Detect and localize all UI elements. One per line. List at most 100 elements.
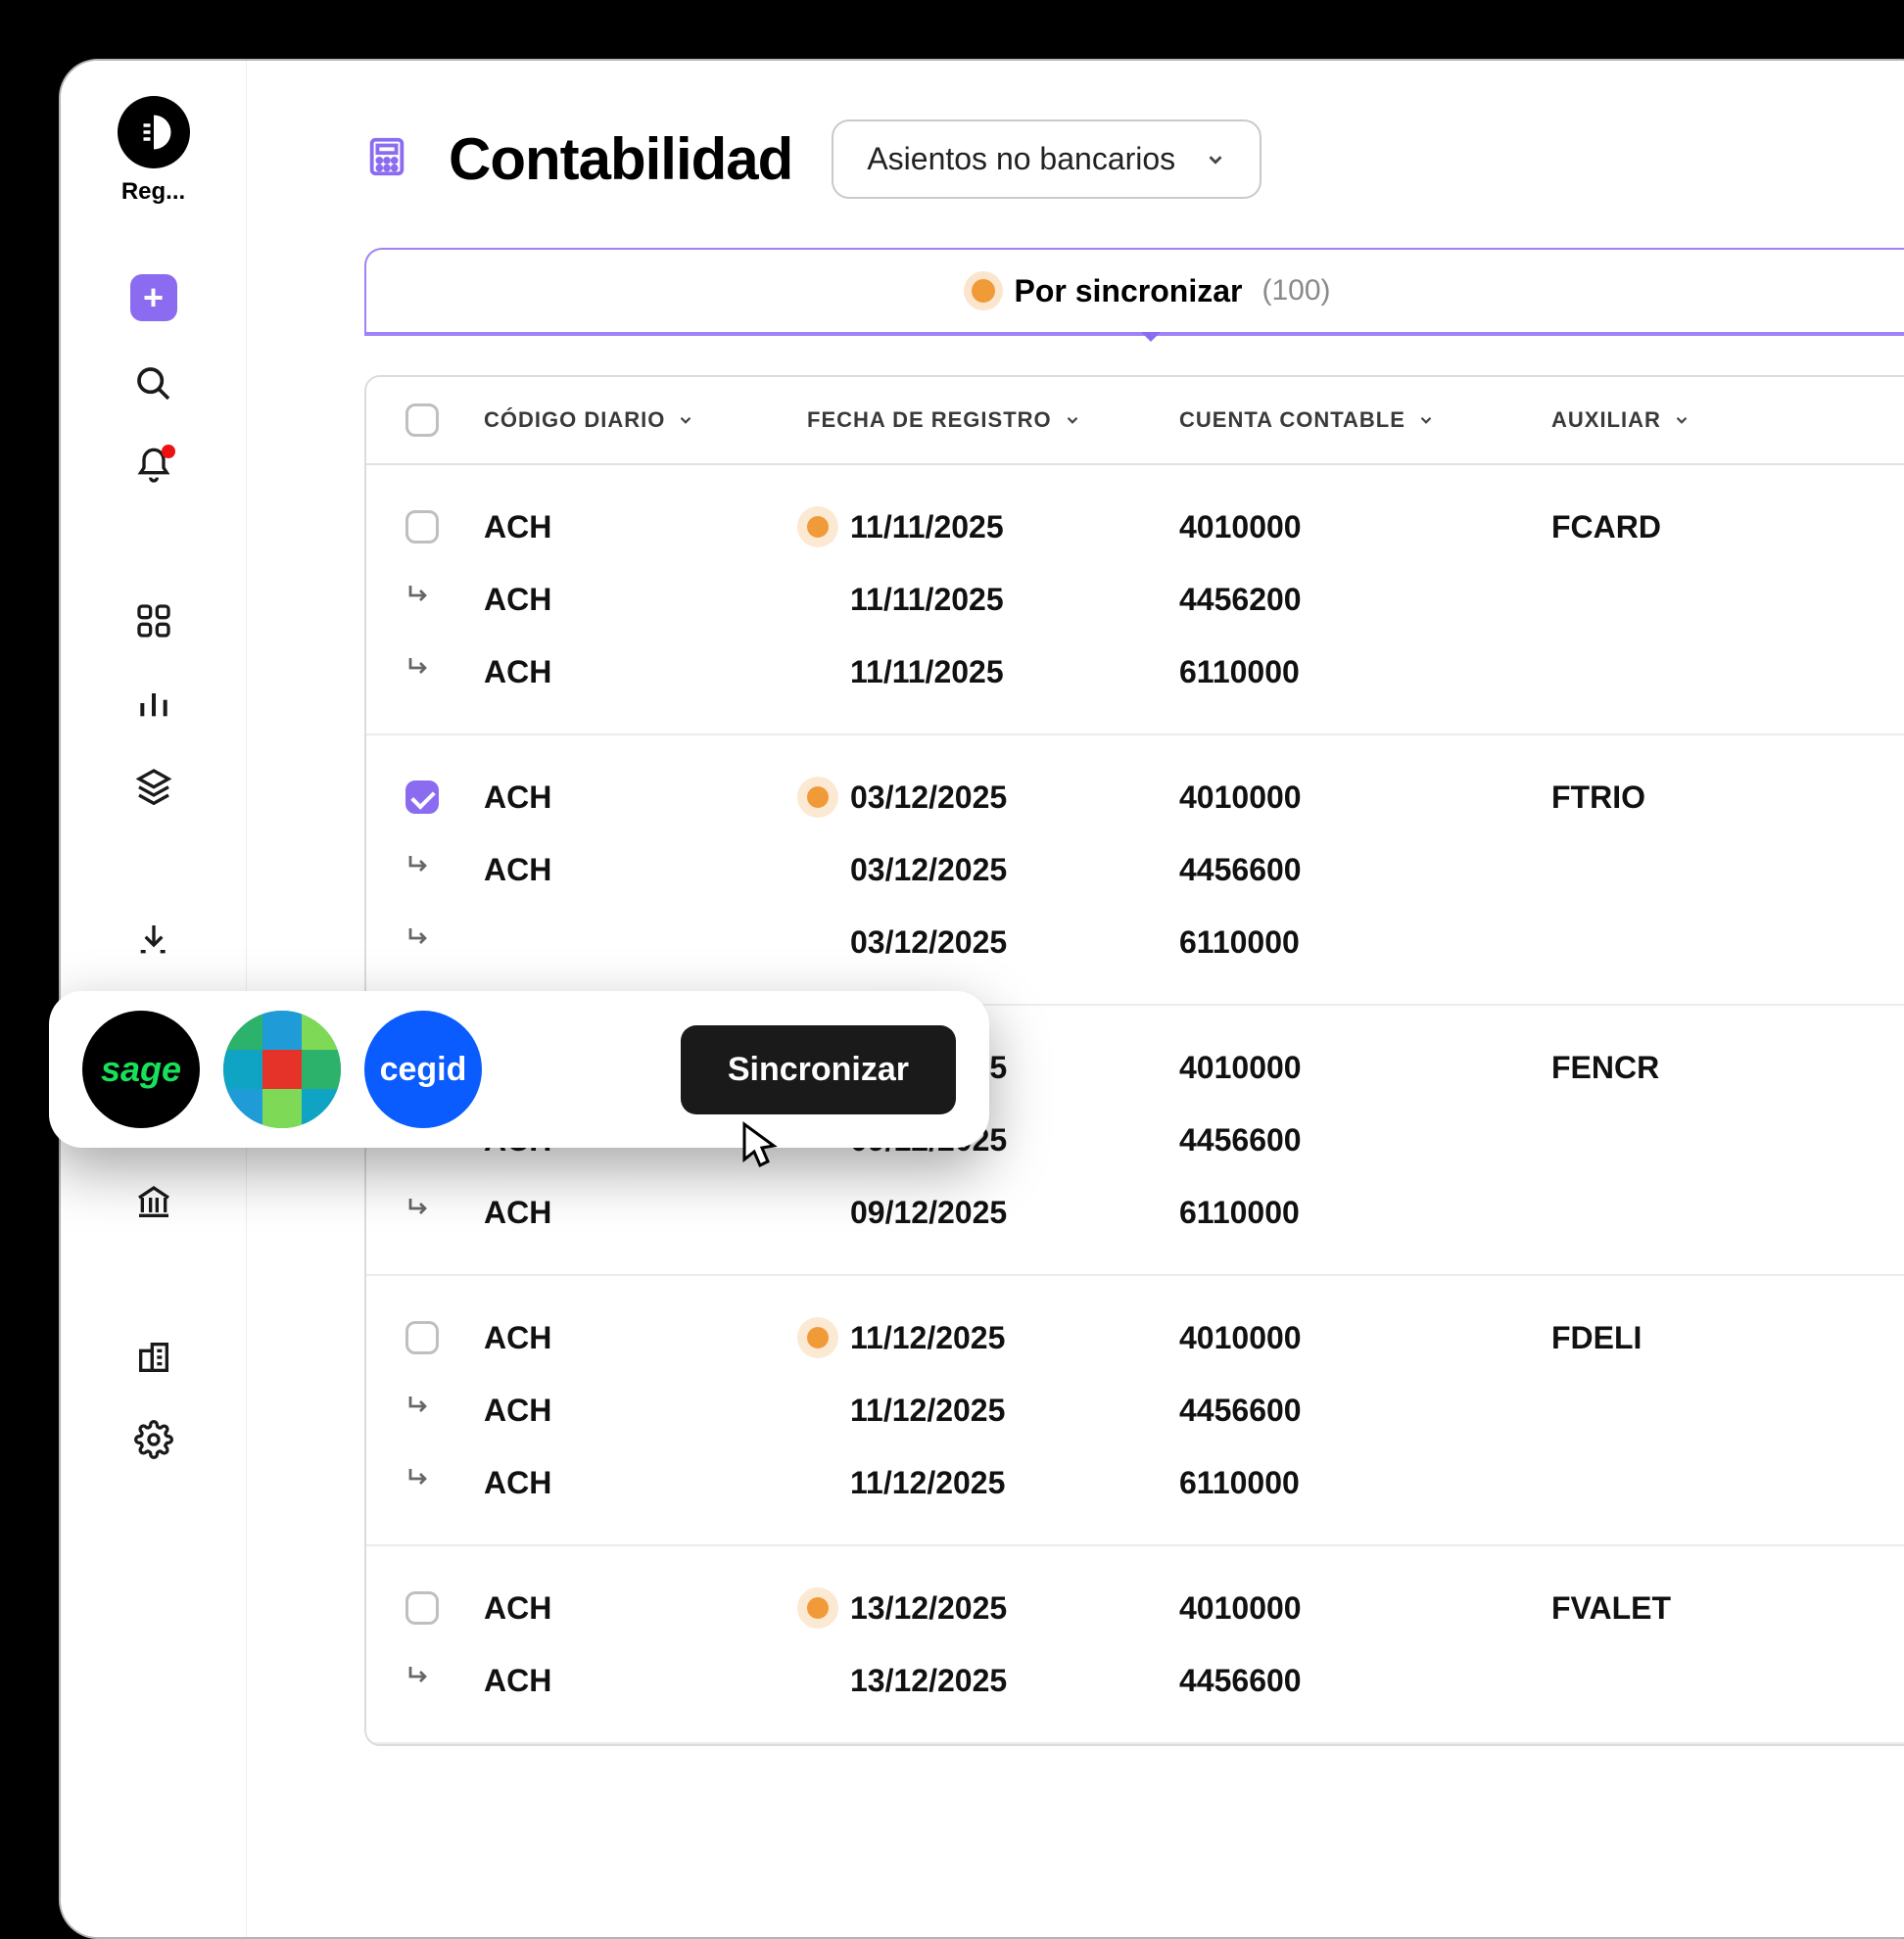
table-row[interactable]: ACH13/12/20254010000FVALET xyxy=(366,1572,1904,1644)
chevron-down-icon xyxy=(677,411,694,429)
col-auxiliar[interactable]: AUXILIAR xyxy=(1551,407,1845,433)
table-row[interactable]: ACH11/12/20254456600 xyxy=(366,1374,1904,1446)
nav-add-button[interactable]: + xyxy=(130,274,177,321)
view-dropdown[interactable]: Asientos no bancarios xyxy=(832,119,1261,199)
table-row[interactable]: 03/12/20256110000 xyxy=(366,906,1904,978)
cell-cuenta: 4456600 xyxy=(1179,852,1551,888)
bank-icon[interactable] xyxy=(134,1183,173,1222)
cell-fecha: 11/11/2025 xyxy=(807,509,1179,545)
cell-fecha: 11/11/2025 xyxy=(807,582,1179,618)
cell-cuenta: 4010000 xyxy=(1179,780,1551,816)
bell-icon[interactable] xyxy=(134,447,173,486)
app-logo-label: Reg... xyxy=(121,178,185,206)
sub-row-arrow-icon xyxy=(405,654,435,689)
page-title: Contabilidad xyxy=(449,125,792,193)
cell-auxiliar: FTRIO xyxy=(1551,780,1845,816)
cell-codigo: ACH xyxy=(484,1590,807,1627)
row-checkbox[interactable] xyxy=(405,510,439,544)
sub-row-arrow-icon xyxy=(405,1393,435,1428)
app-logo[interactable] xyxy=(118,96,190,168)
cell-auxiliar: FVALET xyxy=(1551,1590,1845,1627)
table-row[interactable]: ACH11/11/20254010000FCARD xyxy=(366,491,1904,563)
cell-cuenta: 4456200 xyxy=(1179,582,1551,618)
cell-cuenta: 4010000 xyxy=(1179,509,1551,545)
cell-codigo: ACH xyxy=(484,1465,807,1501)
cell-cuenta: 4456600 xyxy=(1179,1393,1551,1429)
cell-cuenta: 4010000 xyxy=(1179,1050,1551,1086)
download-icon[interactable] xyxy=(134,921,173,960)
table-group: ACH11/12/20254010000FDELIACH11/12/202544… xyxy=(366,1276,1904,1546)
col-cuenta[interactable]: CUENTA CONTABLE xyxy=(1179,407,1551,433)
status-label: Por sincronizar xyxy=(1015,273,1243,309)
table-group: ACH03/12/20254010000FTRIOACH03/12/202544… xyxy=(366,735,1904,1006)
dropdown-value: Asientos no bancarios xyxy=(867,141,1175,177)
table-row[interactable]: ACH03/12/20254456600 xyxy=(366,833,1904,906)
table-row[interactable]: ACH09/12/20256110000 xyxy=(366,1176,1904,1249)
col-fecha[interactable]: FECHA DE REGISTRO xyxy=(807,407,1179,433)
sub-row-arrow-icon xyxy=(405,852,435,887)
cell-auxiliar: FCARD xyxy=(1551,509,1845,545)
table-header: CÓDIGO DIARIO FECHA DE REGISTRO CUENTA C… xyxy=(366,377,1904,465)
sub-row-arrow-icon xyxy=(405,1195,435,1230)
sync-button[interactable]: Sincronizar xyxy=(681,1025,956,1114)
status-count: (100) xyxy=(1261,274,1330,307)
cell-cuenta: 6110000 xyxy=(1179,1195,1551,1231)
cell-cuenta: 6110000 xyxy=(1179,654,1551,690)
nav-column: + xyxy=(130,274,177,1459)
cell-fecha: 03/12/2025 xyxy=(807,780,1179,816)
apps-icon[interactable] xyxy=(134,601,173,640)
cell-cuenta: 6110000 xyxy=(1179,1465,1551,1501)
layers-icon[interactable] xyxy=(134,766,173,805)
cell-fecha: 13/12/2025 xyxy=(807,1590,1179,1627)
cell-codigo: ACH xyxy=(484,852,807,888)
sub-row-arrow-icon xyxy=(405,1663,435,1698)
cell-cuenta: 4456600 xyxy=(1179,1122,1551,1159)
table-row[interactable]: ACH11/11/20254456200 xyxy=(366,563,1904,636)
cell-fecha: 13/12/2025 xyxy=(807,1663,1179,1699)
table-row[interactable]: ACH11/12/20256110000 xyxy=(366,1446,1904,1519)
table-group: ACH13/12/20254010000FVALETACH13/12/20254… xyxy=(366,1546,1904,1744)
cell-codigo: ACH xyxy=(484,654,807,690)
calculator-icon xyxy=(364,134,409,184)
cell-auxiliar: FENCR xyxy=(1551,1050,1845,1086)
settings-icon[interactable] xyxy=(134,1420,173,1459)
chevron-down-icon xyxy=(1417,411,1435,429)
pending-dot-icon xyxy=(807,516,829,538)
integrations-panel: sage cegid Sincronizar xyxy=(49,991,989,1148)
status-tab[interactable]: Por sincronizar (100) xyxy=(364,248,1904,336)
analytics-icon[interactable] xyxy=(134,684,173,723)
cell-codigo: ACH xyxy=(484,1195,807,1231)
cell-fecha: 11/12/2025 xyxy=(807,1320,1179,1356)
cell-fecha: 09/12/2025 xyxy=(807,1195,1179,1231)
page-header: Contabilidad Asientos no bancarios xyxy=(364,119,1904,199)
table-row[interactable]: ACH11/12/20254010000FDELI xyxy=(366,1301,1904,1374)
cell-fecha: 11/12/2025 xyxy=(807,1393,1179,1429)
sub-row-arrow-icon xyxy=(405,1465,435,1500)
table-row[interactable]: ACH13/12/20254456600 xyxy=(366,1644,1904,1717)
cell-cuenta: 6110000 xyxy=(1179,924,1551,961)
pixel-integration[interactable] xyxy=(223,1011,341,1128)
row-checkbox[interactable] xyxy=(405,1321,439,1354)
cegid-integration[interactable]: cegid xyxy=(364,1011,482,1128)
select-all-checkbox[interactable] xyxy=(405,403,439,437)
col-codigo[interactable]: CÓDIGO DIARIO xyxy=(484,407,807,433)
building-icon[interactable] xyxy=(134,1338,173,1377)
sage-integration[interactable]: sage xyxy=(82,1011,200,1128)
row-checkbox[interactable] xyxy=(405,780,439,814)
cell-fecha: 03/12/2025 xyxy=(807,852,1179,888)
cell-codigo: ACH xyxy=(484,582,807,618)
chevron-down-icon xyxy=(1205,149,1226,170)
sub-row-arrow-icon xyxy=(405,582,435,617)
cell-codigo: ACH xyxy=(484,1663,807,1699)
cell-fecha: 03/12/2025 xyxy=(807,924,1179,961)
table-row[interactable]: ACH11/11/20256110000 xyxy=(366,636,1904,708)
row-checkbox[interactable] xyxy=(405,1591,439,1625)
pending-dot-icon xyxy=(807,786,829,808)
table-row[interactable]: ACH03/12/20254010000FTRIO xyxy=(366,761,1904,833)
cell-codigo: ACH xyxy=(484,780,807,816)
cell-fecha: 11/11/2025 xyxy=(807,654,1179,690)
search-icon[interactable] xyxy=(134,364,173,403)
pending-dot-icon xyxy=(807,1597,829,1619)
table-group: ACH11/11/20254010000FCARDACH11/11/202544… xyxy=(366,465,1904,735)
cell-auxiliar: FDELI xyxy=(1551,1320,1845,1356)
